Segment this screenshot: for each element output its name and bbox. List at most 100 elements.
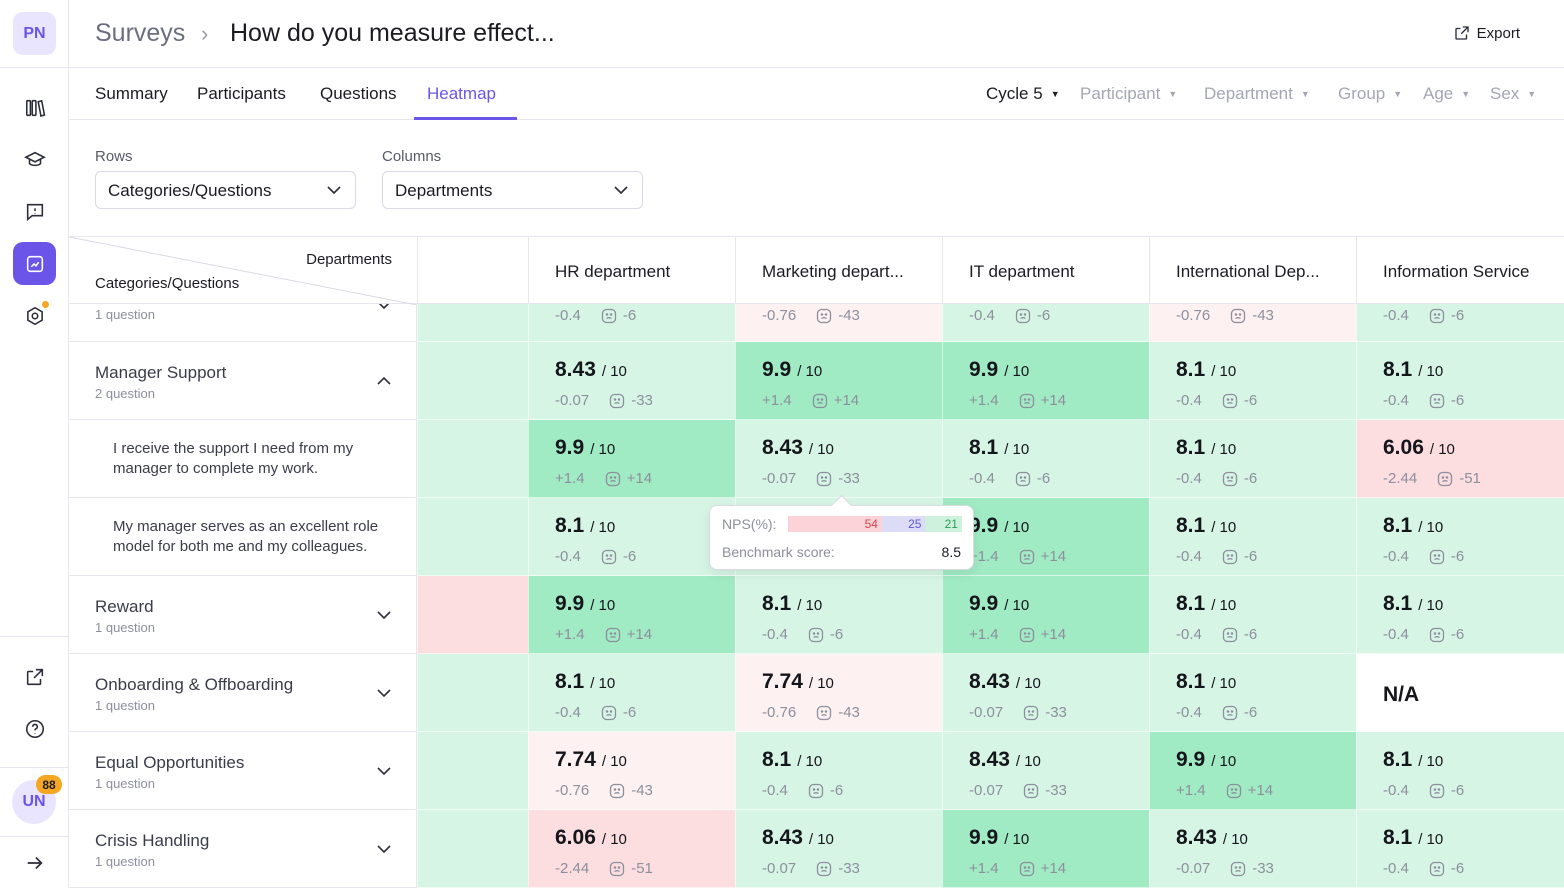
heatmap-cell[interactable]: 9.9 / 10 +1.4 +14: [942, 342, 1149, 420]
export-button[interactable]: Export: [1453, 24, 1520, 42]
filter-group[interactable]: Group ▼: [1338, 84, 1402, 104]
score-delta: -0.4: [555, 307, 581, 324]
heatmap-cell[interactable]: 8.1 / 10 -0.4 -6: [1356, 732, 1564, 810]
heatmap-cell[interactable]: 8.43 / 10 -0.07 -33: [942, 654, 1149, 732]
filter-cycle[interactable]: Cycle 5 ▼: [986, 84, 1060, 104]
chevron-up-icon[interactable]: [377, 376, 391, 386]
heatmap-cell[interactable]: -0.76 -43: [735, 304, 942, 342]
heatmap-cell[interactable]: 9.9 / 10 +1.4 +14: [528, 576, 735, 654]
column-header[interactable]: Information Service: [1356, 236, 1564, 304]
external-link-icon[interactable]: [13, 655, 56, 698]
heatmap-cell[interactable]: -0.4 -6: [528, 304, 735, 342]
heatmap-cell[interactable]: 8.1 / 10 -0.4 -6: [1149, 420, 1356, 498]
analytics-icon[interactable]: [13, 242, 56, 285]
heatmap-cell[interactable]: -6: [417, 420, 528, 498]
heatmap-cell[interactable]: 9.9 / 10 +1.4 +14: [528, 420, 735, 498]
chevron-down-icon[interactable]: [377, 688, 391, 698]
heatmap-cell[interactable]: 8.1 / 10 -0.4 -6: [1356, 342, 1564, 420]
heatmap-cell[interactable]: -0.4 -6: [1356, 304, 1564, 342]
heatmap-cell[interactable]: 7.74 / 10 -0.76 -43: [735, 654, 942, 732]
heatmap-cell[interactable]: 8.43 / 10 -0.07 -33: [1149, 810, 1356, 888]
heatmap-cell[interactable]: 8.43 / 10 -0.07 -33: [735, 810, 942, 888]
heatmap-cell[interactable]: 8.1 / 10 -0.4 -6: [735, 732, 942, 810]
heatmap-cell[interactable]: 9.9 / 10 +1.4 +14: [1149, 732, 1356, 810]
heatmap-cell[interactable]: 8.1 / 10 -0.4 -6: [1149, 342, 1356, 420]
score-delta: +1.4: [555, 470, 585, 487]
column-header[interactable]: International Dep...: [1149, 236, 1356, 304]
heatmap-cell[interactable]: 8.1 / 10 -0.4 -6: [1149, 498, 1356, 576]
tab-participants[interactable]: Participants: [197, 84, 286, 103]
column-header[interactable]: IT department: [942, 236, 1149, 304]
tab-questions[interactable]: Questions: [320, 84, 397, 103]
heatmap-cell[interactable]: -0.76 -43: [1149, 304, 1356, 342]
heatmap-cell[interactable]: 8.43 / 10 -0.07 -33: [942, 732, 1149, 810]
category-row[interactable]: Equal Opportunities 1 question: [69, 732, 417, 810]
tab-summary[interactable]: Summary: [95, 84, 168, 103]
heatmap-cell[interactable]: 7.74 / 10 -0.76 -43: [528, 732, 735, 810]
filter-age[interactable]: Age ▼: [1423, 84, 1470, 104]
question-text: My manager serves as an excellent role m…: [113, 518, 379, 555]
caret-down-icon: ▼: [1527, 89, 1537, 99]
chevron-down-icon[interactable]: [377, 844, 391, 854]
columns-select[interactable]: Departments: [382, 171, 643, 209]
heatmap-cell[interactable]: 9.9 / 10 +1.4 +14: [735, 342, 942, 420]
filter-participant[interactable]: Participant ▼: [1080, 84, 1177, 104]
heatmap-cell[interactable]: -6: [417, 810, 528, 888]
heatmap-cell[interactable]: -6: [417, 732, 528, 810]
chevron-down-icon[interactable]: [377, 300, 391, 310]
category-row[interactable]: Manager Support 2 question: [69, 342, 417, 420]
heatmap-cell[interactable]: 8.43 / 10 -0.07 -33: [528, 342, 735, 420]
category-subtitle: 1 question: [95, 307, 155, 322]
heatmap-cell[interactable]: 6.06/ 10-2.44-51: [528, 810, 735, 888]
category-row[interactable]: 1 question: [69, 301, 417, 342]
score-value: 9.9: [969, 514, 999, 537]
workspace-logo[interactable]: PN: [13, 12, 56, 55]
heatmap-cell[interactable]: 8.1 / 10 -0.4 -6: [528, 654, 735, 732]
heatmap-cell[interactable]: 6.06/ 10-2.44-51: [417, 576, 528, 654]
heatmap-cell[interactable]: 9.9 / 10 +1.4 +14: [942, 810, 1149, 888]
respondents-icon: [1019, 549, 1034, 564]
heatmap-cell[interactable]: 8.1 / 10 -0.4 -6: [942, 420, 1149, 498]
breadcrumb-surveys[interactable]: Surveys: [95, 19, 186, 47]
heatmap-cell[interactable]: -6: [417, 304, 528, 342]
heatmap-cell[interactable]: 8.1 / 10 -0.4 -6: [1356, 576, 1564, 654]
arrow-right-icon[interactable]: [13, 841, 56, 884]
filter-sex[interactable]: Sex ▼: [1490, 84, 1536, 104]
column-header[interactable]: HR department: [528, 236, 735, 304]
heatmap-cell[interactable]: 8.1 / 10 -0.4 -6: [1356, 498, 1564, 576]
heatmap-cell[interactable]: -6: [417, 654, 528, 732]
graduation-icon[interactable]: [13, 138, 56, 181]
chevron-down-icon[interactable]: [377, 766, 391, 776]
tab-heatmap[interactable]: Heatmap: [427, 84, 496, 103]
settings-icon[interactable]: [13, 294, 56, 337]
column-header[interactable]: Department: [417, 236, 528, 304]
score-value: 8.1: [1176, 592, 1206, 615]
heatmap-cell[interactable]: 9.9 / 10 +1.4 +14: [942, 576, 1149, 654]
rows-select[interactable]: Categories/Questions: [95, 171, 356, 209]
heatmap-cell[interactable]: N/A: [1356, 654, 1564, 732]
heatmap-cell[interactable]: 9.9 / 10 +1.4 +14: [942, 498, 1149, 576]
heatmap-cell[interactable]: 8.1 / 10 -0.4 -6: [1149, 654, 1356, 732]
category-row[interactable]: Onboarding & Offboarding 1 question: [69, 654, 417, 732]
library-icon[interactable]: [13, 86, 56, 129]
heatmap-cell[interactable]: 6.06/ 10-2.44-51: [1356, 420, 1564, 498]
heatmap-cell[interactable]: -6: [417, 342, 528, 420]
heatmap-cell[interactable]: 8.1 / 10 -0.4 -6: [1149, 576, 1356, 654]
heatmap-cell[interactable]: -0.4 -6: [942, 304, 1149, 342]
heatmap-cell[interactable]: 8.43 / 10 -0.07 -33: [735, 420, 942, 498]
score-delta: -0.4: [1383, 782, 1409, 799]
heatmap-cell[interactable]: 8.1 / 10 -0.4 -6: [1356, 810, 1564, 888]
category-row[interactable]: Reward 1 question: [69, 576, 417, 654]
cell-deltas: -0.4 -6: [969, 307, 1050, 324]
heatmap-cell[interactable]: 8.1 / 10 -0.4 -6: [735, 576, 942, 654]
column-header[interactable]: Marketing depart...: [735, 236, 942, 304]
help-icon[interactable]: [13, 707, 56, 750]
nps-delta: -51: [1459, 470, 1481, 487]
filter-department[interactable]: Department ▼: [1204, 84, 1310, 104]
category-row[interactable]: Crisis Handling 1 question: [69, 810, 417, 888]
score-max: / 10: [797, 363, 823, 380]
heatmap-cell[interactable]: -6: [417, 498, 528, 576]
chevron-down-icon[interactable]: [377, 610, 391, 620]
heatmap-cell[interactable]: 8.1 / 10 -0.4 -6: [528, 498, 735, 576]
feedback-icon[interactable]: [13, 190, 56, 233]
